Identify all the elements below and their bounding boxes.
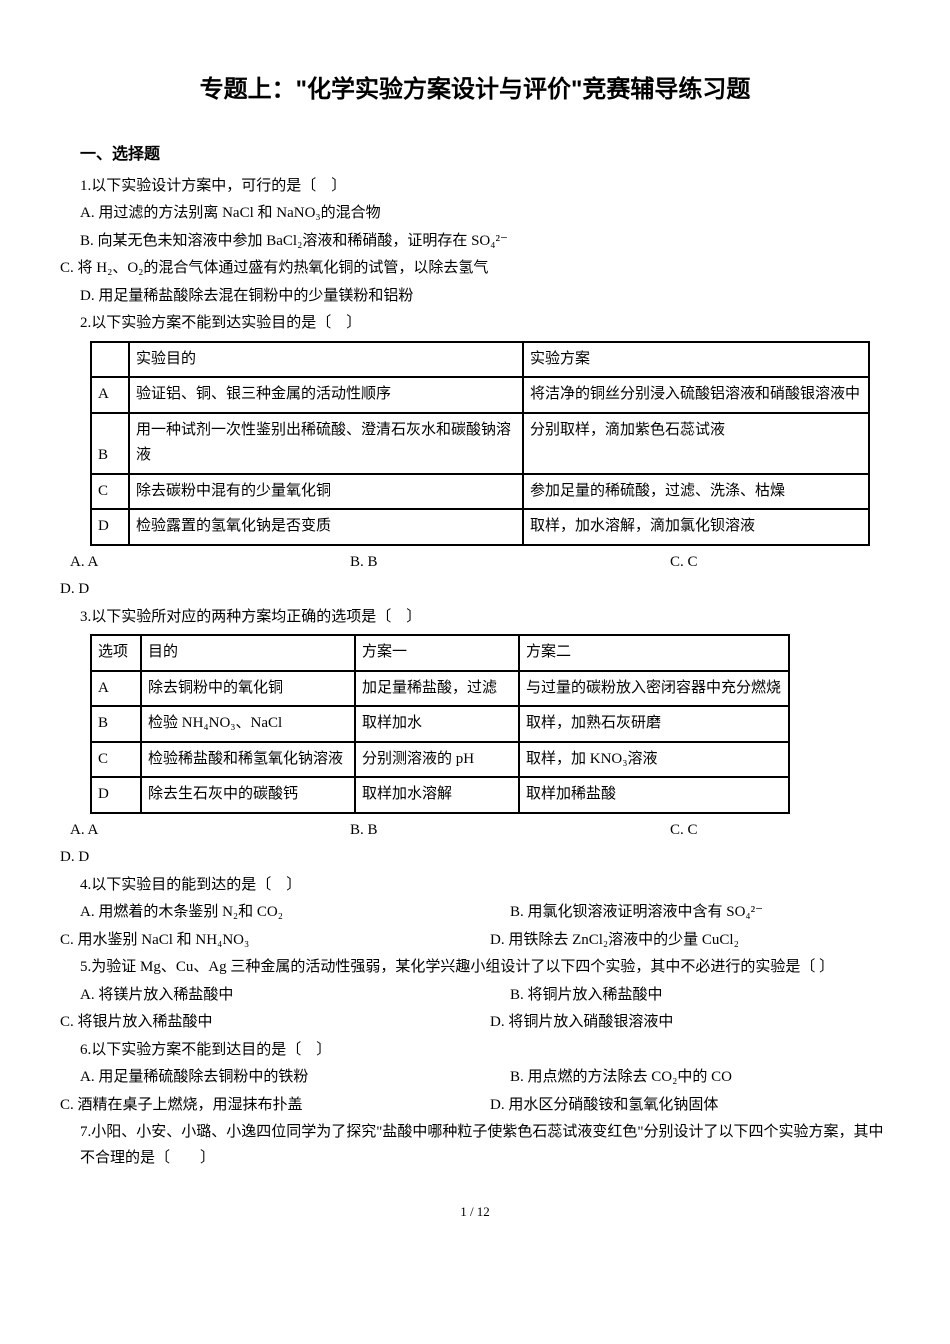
q2-ans-d: D. D bbox=[60, 577, 890, 603]
q3-stem: 3.以下实验所对应的两种方案均正确的选项是〔 〕 bbox=[80, 605, 890, 631]
table-header bbox=[91, 342, 129, 378]
table-cell: C bbox=[91, 742, 141, 778]
table-cell: C bbox=[91, 474, 129, 510]
table-cell: 分别取样，滴加紫色石蕊试液 bbox=[523, 413, 869, 474]
table-cell: 检验露置的氢氧化钠是否变质 bbox=[129, 509, 523, 545]
q2-ans-b: B. B bbox=[350, 550, 670, 576]
table-row: D 检验露置的氢氧化钠是否变质 取样，加水溶解，滴加氯化钡溶液 bbox=[91, 509, 869, 545]
q3-ans-c: C. C bbox=[670, 818, 890, 844]
table-cell: 用一种试剂一次性鉴别出稀硫酸、澄清石灰水和碳酸钠溶液 bbox=[129, 413, 523, 474]
table-cell: 取样，加水溶解，滴加氯化钡溶液 bbox=[523, 509, 869, 545]
q6-option-c: C. 酒精在桌子上燃烧，用湿抹布扑盖 bbox=[60, 1093, 490, 1119]
q2-table: 实验目的 实验方案 A 验证铝、铜、银三种金属的活动性顺序 将洁净的铜丝分别浸入… bbox=[90, 341, 870, 546]
table-cell: 检验 NH₄NO₃、NaCl bbox=[141, 706, 355, 742]
table-cell: 将洁净的铜丝分别浸入硫酸铝溶液和硝酸银溶液中 bbox=[523, 377, 869, 413]
q4-row1: A. 用燃着的木条鉴别 N₂和 CO₂ B. 用氯化钡溶液证明溶液中含有 SO₄… bbox=[80, 900, 890, 926]
table-cell: 除去生石灰中的碳酸钙 bbox=[141, 777, 355, 813]
table-cell: B bbox=[91, 706, 141, 742]
table-cell: 取样加水 bbox=[355, 706, 519, 742]
q4-row2: C. 用水鉴别 NaCl 和 NH₄NO₃ D. 用铁除去 ZnCl₂溶液中的少… bbox=[60, 928, 890, 954]
q5-option-d: D. 将铜片放入硝酸银溶液中 bbox=[490, 1010, 673, 1036]
q1-option-c: C. 将 H₂、O₂的混合气体通过盛有灼热氧化铜的试管，以除去氢气 bbox=[60, 256, 890, 282]
q5-option-b: B. 将铜片放入稀盐酸中 bbox=[510, 983, 663, 1009]
table-cell: 除去铜粉中的氧化铜 bbox=[141, 671, 355, 707]
table-header: 实验方案 bbox=[523, 342, 869, 378]
q4-option-a: A. 用燃着的木条鉴别 N₂和 CO₂ bbox=[80, 900, 510, 926]
table-cell: 除去碳粉中混有的少量氧化铜 bbox=[129, 474, 523, 510]
q1-stem: 1.以下实验设计方案中，可行的是〔 〕 bbox=[80, 174, 890, 200]
q6-row1: A. 用足量稀硫酸除去铜粉中的铁粉 B. 用点燃的方法除去 CO₂中的 CO bbox=[80, 1065, 890, 1091]
table-cell: D bbox=[91, 777, 141, 813]
q1-option-a: A. 用过滤的方法别离 NaCl 和 NaNO₃的混合物 bbox=[80, 201, 890, 227]
q2-ans-a: A. A bbox=[70, 550, 350, 576]
table-cell: D bbox=[91, 509, 129, 545]
q1-option-b: B. 向某无色未知溶液中参加 BaCl₂溶液和稀硝酸，证明存在 SO₄²⁻ bbox=[80, 229, 890, 255]
q3-table: 选项 目的 方案一 方案二 A 除去铜粉中的氧化铜 加足量稀盐酸，过滤 与过量的… bbox=[90, 634, 790, 814]
q3-ans-b: B. B bbox=[350, 818, 670, 844]
table-row: B 检验 NH₄NO₃、NaCl 取样加水 取样，加熟石灰研磨 bbox=[91, 706, 789, 742]
table-row: C 检验稀盐酸和稀氢氧化钠溶液 分别测溶液的 pH 取样，加 KNO₃溶液 bbox=[91, 742, 789, 778]
table-row: B 用一种试剂一次性鉴别出稀硫酸、澄清石灰水和碳酸钠溶液 分别取样，滴加紫色石蕊… bbox=[91, 413, 869, 474]
q6-option-a: A. 用足量稀硫酸除去铜粉中的铁粉 bbox=[80, 1065, 510, 1091]
q3-ans-a: A. A bbox=[70, 818, 350, 844]
section-heading: 一、选择题 bbox=[80, 141, 890, 168]
page-title: 专题上："化学实验方案设计与评价"竞赛辅导练习题 bbox=[60, 70, 890, 111]
q5-option-c: C. 将银片放入稀盐酸中 bbox=[60, 1010, 490, 1036]
table-cell: 取样，加熟石灰研磨 bbox=[519, 706, 789, 742]
q4-stem: 4.以下实验目的能到达的是〔 〕 bbox=[80, 873, 890, 899]
q5-stem: 5.为验证 Mg、Cu、Ag 三种金属的活动性强弱，某化学兴趣小组设计了以下四个… bbox=[80, 955, 890, 981]
table-cell: 取样，加 KNO₃溶液 bbox=[519, 742, 789, 778]
q2-answers: A. A B. B C. C bbox=[70, 550, 890, 576]
q6-row2: C. 酒精在桌子上燃烧，用湿抹布扑盖 D. 用水区分硝酸铵和氢氧化钠固体 bbox=[60, 1093, 890, 1119]
table-cell: 参加足量的稀硫酸，过滤、洗涤、枯燥 bbox=[523, 474, 869, 510]
table-cell: 取样加稀盐酸 bbox=[519, 777, 789, 813]
table-row: A 验证铝、铜、银三种金属的活动性顺序 将洁净的铜丝分别浸入硫酸铝溶液和硝酸银溶… bbox=[91, 377, 869, 413]
q6-option-b: B. 用点燃的方法除去 CO₂中的 CO bbox=[510, 1065, 732, 1091]
q2-ans-c: C. C bbox=[670, 550, 890, 576]
q3-ans-d: D. D bbox=[60, 845, 890, 871]
q3-answers: A. A B. B C. C bbox=[70, 818, 890, 844]
q5-row2: C. 将银片放入稀盐酸中 D. 将铜片放入硝酸银溶液中 bbox=[60, 1010, 890, 1036]
q6-option-d: D. 用水区分硝酸铵和氢氧化钠固体 bbox=[490, 1093, 718, 1119]
table-row: 实验目的 实验方案 bbox=[91, 342, 869, 378]
q2-stem: 2.以下实验方案不能到达实验目的是〔 〕 bbox=[80, 311, 890, 337]
table-header: 实验目的 bbox=[129, 342, 523, 378]
table-header: 方案一 bbox=[355, 635, 519, 671]
table-cell: A bbox=[91, 671, 141, 707]
table-row: 选项 目的 方案一 方案二 bbox=[91, 635, 789, 671]
table-cell: 取样加水溶解 bbox=[355, 777, 519, 813]
table-row: D 除去生石灰中的碳酸钙 取样加水溶解 取样加稀盐酸 bbox=[91, 777, 789, 813]
q4-option-b: B. 用氯化钡溶液证明溶液中含有 SO₄²⁻ bbox=[510, 900, 763, 926]
q4-option-d: D. 用铁除去 ZnCl₂溶液中的少量 CuCl₂ bbox=[490, 928, 739, 954]
table-row: A 除去铜粉中的氧化铜 加足量稀盐酸，过滤 与过量的碳粉放入密闭容器中充分燃烧 bbox=[91, 671, 789, 707]
table-row: C 除去碳粉中混有的少量氧化铜 参加足量的稀硫酸，过滤、洗涤、枯燥 bbox=[91, 474, 869, 510]
table-header: 选项 bbox=[91, 635, 141, 671]
table-cell: 加足量稀盐酸，过滤 bbox=[355, 671, 519, 707]
page-number: 1 / 12 bbox=[60, 1201, 890, 1223]
q6-stem: 6.以下实验方案不能到达目的是〔 〕 bbox=[80, 1038, 890, 1064]
table-header: 目的 bbox=[141, 635, 355, 671]
table-header: 方案二 bbox=[519, 635, 789, 671]
q5-option-a: A. 将镁片放入稀盐酸中 bbox=[80, 983, 510, 1009]
table-cell: 检验稀盐酸和稀氢氧化钠溶液 bbox=[141, 742, 355, 778]
q7-stem: 7.小阳、小安、小璐、小逸四位同学为了探究"盐酸中哪种粒子使紫色石蕊试液变红色"… bbox=[80, 1120, 890, 1171]
table-cell: A bbox=[91, 377, 129, 413]
table-cell: 分别测溶液的 pH bbox=[355, 742, 519, 778]
table-cell: B bbox=[91, 413, 129, 474]
table-cell: 验证铝、铜、银三种金属的活动性顺序 bbox=[129, 377, 523, 413]
table-cell: 与过量的碳粉放入密闭容器中充分燃烧 bbox=[519, 671, 789, 707]
q1-option-d: D. 用足量稀盐酸除去混在铜粉中的少量镁粉和铝粉 bbox=[80, 284, 890, 310]
q5-row1: A. 将镁片放入稀盐酸中 B. 将铜片放入稀盐酸中 bbox=[80, 983, 890, 1009]
q4-option-c: C. 用水鉴别 NaCl 和 NH₄NO₃ bbox=[60, 928, 490, 954]
